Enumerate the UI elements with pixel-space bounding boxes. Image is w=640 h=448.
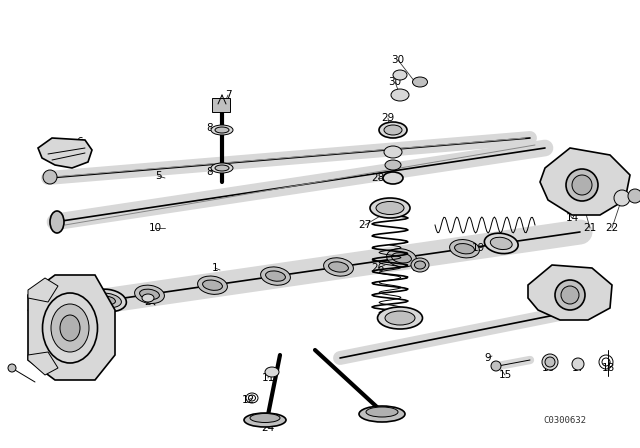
Text: 27: 27 [358, 220, 372, 230]
Text: 2: 2 [145, 297, 151, 307]
Text: 4: 4 [27, 305, 33, 315]
Text: 24: 24 [261, 423, 275, 433]
Polygon shape [38, 138, 92, 168]
Text: 13: 13 [412, 263, 424, 273]
Ellipse shape [43, 170, 57, 184]
Ellipse shape [142, 294, 154, 302]
Ellipse shape [392, 253, 412, 263]
Ellipse shape [376, 202, 404, 215]
Text: 21: 21 [584, 223, 596, 233]
Ellipse shape [387, 249, 417, 267]
Ellipse shape [359, 406, 405, 422]
Text: 8: 8 [207, 123, 213, 133]
Text: 25: 25 [401, 313, 415, 323]
Ellipse shape [545, 357, 555, 367]
Text: 26: 26 [371, 263, 385, 273]
Ellipse shape [211, 125, 233, 135]
Text: 20: 20 [501, 240, 515, 250]
Ellipse shape [51, 304, 89, 352]
Ellipse shape [383, 172, 403, 184]
Ellipse shape [491, 361, 501, 371]
Ellipse shape [42, 293, 97, 363]
Ellipse shape [628, 189, 640, 203]
Text: 28: 28 [371, 173, 385, 183]
Ellipse shape [260, 267, 291, 285]
Text: 15: 15 [499, 370, 511, 380]
Ellipse shape [555, 280, 585, 310]
Ellipse shape [561, 286, 579, 304]
Text: 10: 10 [148, 223, 161, 233]
Ellipse shape [203, 280, 223, 290]
Ellipse shape [385, 311, 415, 325]
Ellipse shape [265, 367, 279, 377]
Ellipse shape [490, 237, 512, 250]
Ellipse shape [328, 262, 348, 272]
Ellipse shape [215, 127, 229, 133]
Ellipse shape [93, 293, 122, 308]
Text: 29: 29 [381, 113, 395, 123]
Ellipse shape [215, 165, 229, 171]
Text: 7: 7 [225, 90, 231, 100]
Polygon shape [528, 265, 612, 320]
Ellipse shape [384, 146, 402, 158]
Text: 22: 22 [605, 223, 619, 233]
Ellipse shape [266, 271, 285, 281]
Ellipse shape [614, 190, 630, 206]
Ellipse shape [88, 289, 126, 312]
Ellipse shape [566, 169, 598, 201]
Ellipse shape [244, 413, 286, 427]
Text: 11: 11 [261, 373, 275, 383]
Ellipse shape [413, 77, 428, 87]
Ellipse shape [484, 233, 518, 254]
Polygon shape [28, 352, 58, 375]
Ellipse shape [250, 414, 280, 422]
Ellipse shape [379, 122, 407, 138]
Text: 23: 23 [371, 413, 385, 423]
Polygon shape [28, 278, 58, 302]
Polygon shape [540, 148, 630, 215]
Ellipse shape [50, 211, 64, 233]
Text: 9: 9 [484, 353, 492, 363]
Text: 17: 17 [572, 363, 584, 373]
Text: 14: 14 [565, 213, 579, 223]
Ellipse shape [100, 296, 115, 305]
Ellipse shape [366, 407, 398, 417]
Ellipse shape [8, 364, 16, 372]
Text: 12: 12 [241, 395, 255, 405]
Ellipse shape [384, 125, 402, 135]
Ellipse shape [378, 307, 422, 329]
Text: 5: 5 [155, 171, 161, 181]
Text: 14: 14 [558, 303, 572, 313]
Polygon shape [28, 275, 115, 380]
Text: 1: 1 [212, 263, 218, 273]
Ellipse shape [140, 289, 159, 299]
Ellipse shape [449, 240, 479, 258]
Text: 6: 6 [77, 137, 83, 147]
Ellipse shape [572, 358, 584, 370]
Bar [212, 98, 230, 112]
Text: 16: 16 [541, 363, 555, 373]
Text: 8: 8 [207, 167, 213, 177]
Ellipse shape [198, 276, 227, 294]
Ellipse shape [134, 285, 164, 303]
Text: 18: 18 [602, 363, 614, 373]
Text: 30: 30 [388, 77, 401, 87]
Ellipse shape [211, 163, 233, 173]
Text: C0300632: C0300632 [543, 415, 586, 425]
Text: 3: 3 [82, 313, 88, 323]
Ellipse shape [393, 70, 407, 80]
Ellipse shape [411, 258, 429, 272]
Ellipse shape [385, 160, 401, 170]
Ellipse shape [60, 315, 80, 341]
Text: 19: 19 [472, 243, 484, 253]
Ellipse shape [391, 89, 409, 101]
Ellipse shape [324, 258, 353, 276]
Ellipse shape [454, 244, 474, 254]
Ellipse shape [370, 198, 410, 218]
Ellipse shape [415, 261, 426, 269]
Text: 30: 30 [392, 55, 404, 65]
Ellipse shape [572, 175, 592, 195]
Ellipse shape [542, 354, 558, 370]
